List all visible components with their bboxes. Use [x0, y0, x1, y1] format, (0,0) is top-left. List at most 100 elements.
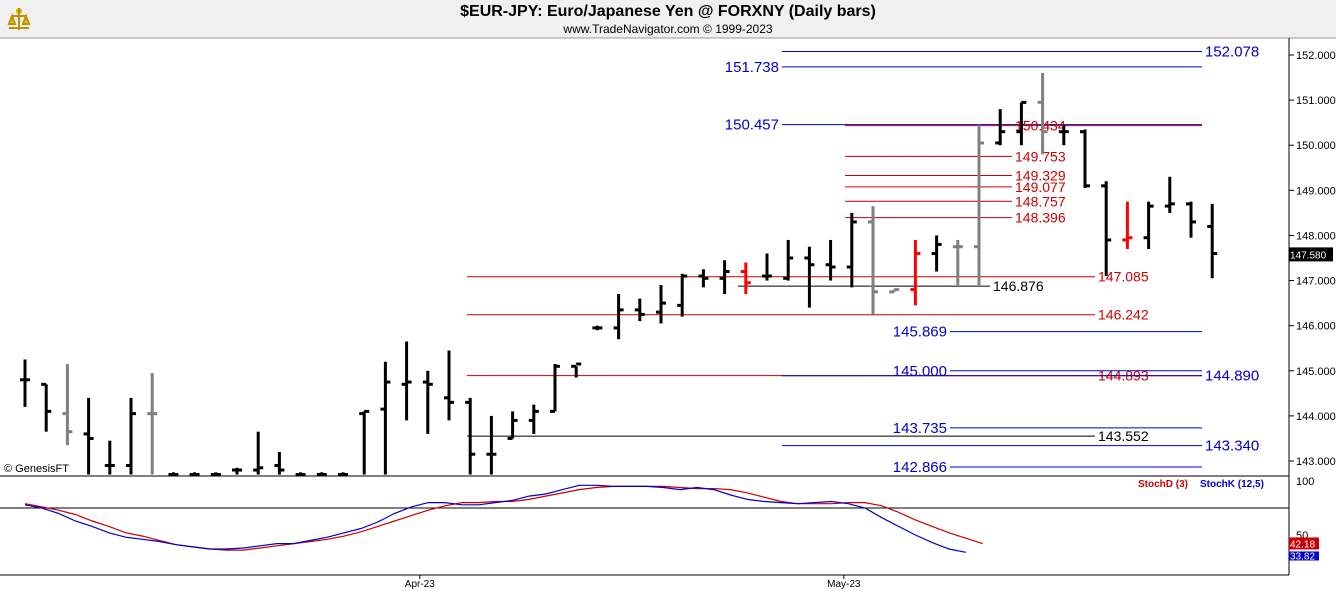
price-bar — [401, 341, 412, 421]
price-bar — [422, 370, 433, 434]
price-bar — [825, 239, 836, 281]
watermark-text: © GenesisFT — [4, 463, 69, 475]
level-label: 150.457 — [725, 117, 779, 134]
price-bar — [253, 431, 264, 475]
level-label: 148.396 — [1015, 210, 1066, 226]
price-bar — [656, 285, 666, 324]
trade-navigator-logo-icon — [4, 4, 34, 34]
price-bar — [147, 373, 158, 475]
price-bar — [41, 382, 52, 432]
stoch-d-value-box — [1289, 537, 1319, 550]
price-bar — [762, 253, 772, 281]
level-label: 144.890 — [1205, 368, 1259, 385]
level-label: 151.738 — [725, 59, 779, 76]
price-bar — [1122, 201, 1133, 249]
price-bar — [444, 350, 454, 421]
price-bar — [550, 364, 560, 413]
price-bar — [295, 472, 306, 477]
price-bar — [20, 359, 30, 407]
level-label: 149.329 — [1015, 167, 1066, 183]
price-tick-label: 150.000 — [1296, 140, 1336, 152]
stoch-series-line — [24, 484, 966, 553]
price-bar — [1143, 201, 1154, 249]
price-bar — [698, 269, 709, 288]
price-bar — [592, 325, 603, 331]
level-label: 152.078 — [1205, 43, 1259, 60]
chart-subtitle: www.TradeNavigator.com © 1999-2023 — [563, 22, 773, 36]
price-bar — [83, 397, 94, 475]
price-bar — [719, 260, 730, 295]
x-tick-label: Apr-23 — [405, 579, 435, 590]
stoch-d-value: 42.18 — [1290, 539, 1315, 550]
price-bar — [1207, 203, 1218, 279]
price-bar — [783, 239, 794, 281]
price-bar — [889, 288, 900, 294]
price-tick-label: 144.000 — [1296, 411, 1336, 423]
price-bar — [1058, 124, 1069, 146]
level-label: 143.735 — [893, 420, 947, 437]
level-label: 145.869 — [893, 324, 947, 341]
price-bar — [210, 472, 221, 477]
level-label: 143.552 — [1098, 428, 1149, 444]
price-tick-label: 151.000 — [1296, 95, 1336, 107]
price-tick-label: 146.000 — [1296, 321, 1336, 333]
price-bar — [338, 472, 348, 477]
price-tick-label: 145.000 — [1296, 366, 1336, 378]
current-price-box — [1289, 247, 1333, 262]
price-bar — [1164, 176, 1175, 213]
price-bar — [126, 397, 136, 475]
price-bar — [868, 206, 878, 315]
price-bar — [104, 440, 115, 475]
price-bar — [613, 294, 624, 340]
price-bar — [995, 109, 1006, 146]
price-bar — [1101, 181, 1112, 277]
price-bar — [1037, 73, 1048, 155]
level-label: 142.866 — [893, 459, 947, 476]
level-label: 143.340 — [1205, 438, 1259, 455]
level-label: 148.757 — [1015, 193, 1066, 209]
price-tick-label: 143.000 — [1296, 456, 1336, 468]
price-bar — [1080, 129, 1090, 189]
price-tick-label: 149.000 — [1296, 185, 1336, 197]
price-bar — [274, 451, 285, 475]
stoch-tick-label: 100 — [1296, 476, 1314, 488]
level-label: 145.000 — [893, 363, 947, 380]
price-bar — [846, 212, 857, 288]
x-tick-label: May-23 — [827, 579, 861, 590]
stoch-k-value: 33.82 — [1290, 551, 1315, 562]
price-bar — [359, 409, 370, 475]
price-bar — [804, 246, 815, 308]
price-bar — [189, 472, 200, 477]
price-bar — [1186, 201, 1196, 238]
price-tick-label: 152.000 — [1296, 50, 1336, 62]
price-bar — [507, 411, 518, 440]
price-bar — [528, 404, 539, 434]
level-label: 146.876 — [993, 278, 1044, 294]
level-label: 149.753 — [1015, 148, 1066, 164]
chart-header: $EUR-JPY: Euro/Japanese Yen @ FORXNY (Da… — [0, 0, 1336, 38]
price-bar — [465, 397, 476, 475]
level-label: 150.434 — [1015, 118, 1066, 134]
price-bar — [571, 362, 582, 378]
price-bar — [316, 472, 327, 477]
price-bar — [677, 273, 688, 317]
price-bar — [168, 472, 179, 477]
price-bar — [931, 235, 942, 272]
stoch-legend-k: StochK (12,5) — [1200, 479, 1264, 490]
current-price-label: 147.580 — [1290, 250, 1327, 261]
stoch-series-line — [24, 485, 983, 551]
level-label: 149.077 — [1015, 179, 1066, 195]
price-bar — [232, 467, 242, 475]
stoch-k-value-box — [1289, 551, 1319, 561]
price-bar — [974, 124, 984, 286]
level-label: 147.085 — [1098, 269, 1149, 285]
price-bar — [62, 364, 73, 446]
level-label: 146.242 — [1098, 307, 1149, 323]
price-tick-label: 147.000 — [1296, 276, 1336, 288]
price-tick-label: 148.000 — [1296, 230, 1336, 242]
price-bar — [486, 415, 497, 475]
price-bar — [634, 298, 645, 322]
price-bar — [740, 262, 751, 295]
price-bar — [380, 361, 391, 475]
